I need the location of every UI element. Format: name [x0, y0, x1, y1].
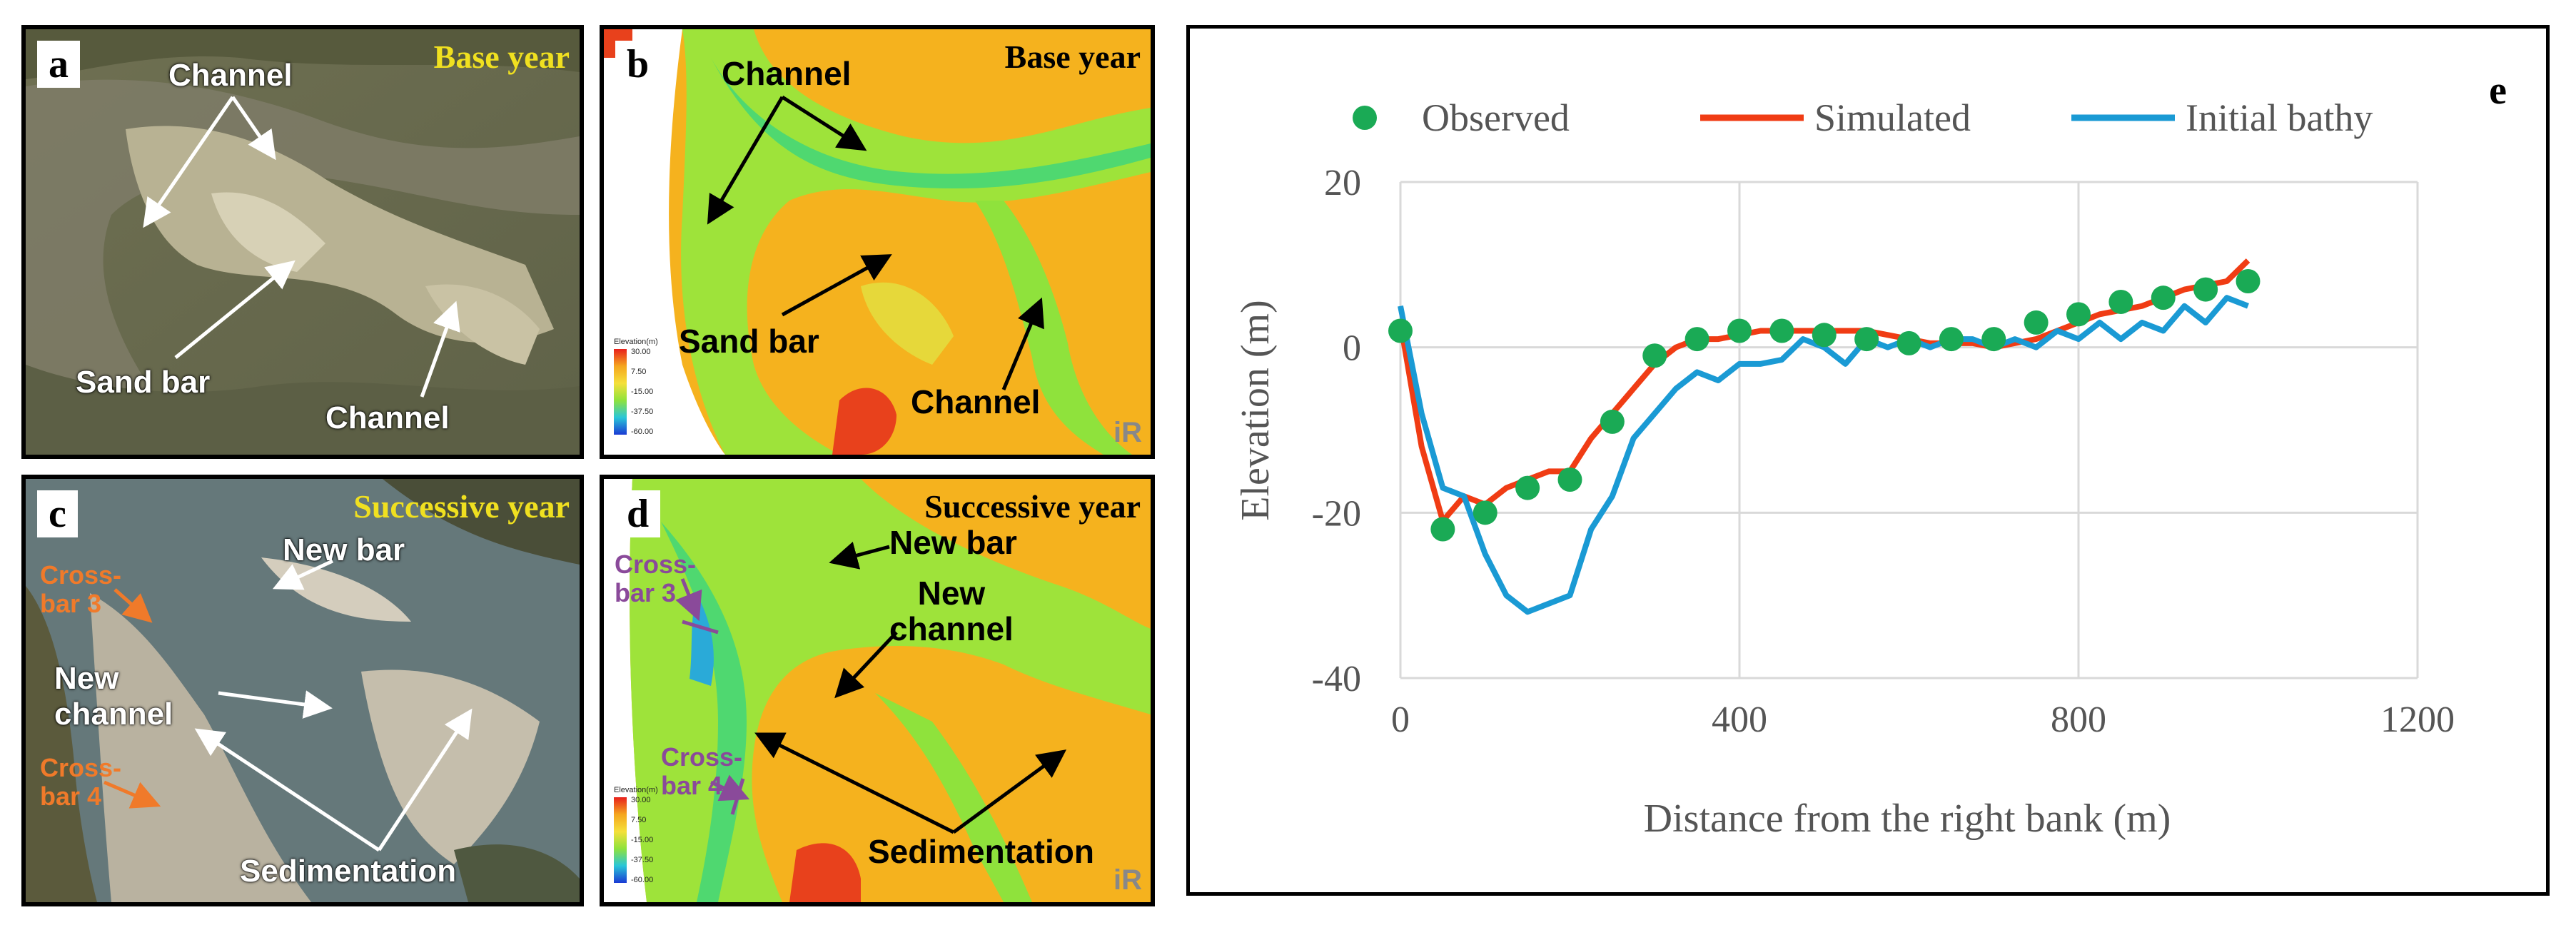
- y-tick-label: -20: [1312, 493, 1361, 534]
- legend-label-simulated: Simulated: [1814, 96, 1971, 139]
- annotation-channel-top-b: Channel: [722, 55, 852, 92]
- iric-logo: iR: [1113, 417, 1142, 448]
- annotation-new-channel-c: New channel: [54, 661, 173, 732]
- data-point-observed: [1981, 327, 2006, 352]
- data-point-observed: [2108, 289, 2133, 314]
- elevation-tick: -60.00: [631, 876, 654, 884]
- annotation-new-channel-d: New channel: [889, 575, 1014, 647]
- data-point-observed: [1684, 327, 1709, 352]
- panel-e: 0 400 800 1200 20 0 -20 -40 Observed Simulated In…: [1186, 25, 2550, 896]
- x-tick-label: 0: [1391, 699, 1410, 740]
- elevation-legend-title: Elevation(m): [614, 338, 658, 346]
- annotation-sand-bar: Sand bar: [76, 365, 211, 400]
- panel-b: b Base year Channel Sand bar Channel Ele…: [600, 25, 1155, 459]
- data-point-observed: [1515, 475, 1540, 500]
- elevation-legend-title: Elevation(m): [614, 786, 658, 794]
- panel-title-a: Base year: [433, 39, 570, 75]
- panel-d: d Successive year New bar Cross-bar 3 Ne…: [600, 475, 1155, 906]
- data-point-observed: [1388, 318, 1413, 343]
- annotation-sand-bar-b: Sand bar: [679, 323, 819, 360]
- data-point-observed: [1473, 500, 1497, 525]
- elevation-profile-chart: 0 400 800 1200 20 0 -20 -40 Observed Simulated In…: [1233, 69, 2507, 841]
- legend-label-initial-bathy: Initial bathy: [2186, 96, 2373, 139]
- data-point-observed: [1642, 343, 1667, 368]
- panel-title-d: Successive year: [924, 488, 1141, 525]
- data-point-observed: [1939, 327, 1964, 352]
- elevation-tick: 7.50: [631, 368, 647, 376]
- annotation-new-bar-d: New bar: [889, 524, 1017, 561]
- annotation-channel-top: Channel: [168, 58, 293, 93]
- data-point-observed: [2066, 302, 2091, 327]
- panel-label-b: b: [615, 41, 661, 88]
- data-point-observed: [1557, 468, 1582, 492]
- elevation-tick: 30.00: [631, 796, 651, 804]
- annotation-cross-bar-3-d: Cross-bar 3: [615, 550, 697, 607]
- y-axis-title: Elevation (m): [1233, 300, 1278, 520]
- annotation-new-bar-c: New bar: [283, 532, 405, 567]
- data-point-observed: [1727, 318, 1752, 343]
- panel-title-c: Successive year: [353, 488, 570, 525]
- annotation-sedimentation-d: Sedimentation: [868, 833, 1094, 870]
- annotation-cross-bar-4-d: Cross-bar 4: [661, 742, 743, 800]
- x-tick-label: 1200: [2380, 699, 2455, 740]
- elevation-tick: -60.00: [631, 428, 654, 436]
- legend-label-observed: Observed: [1422, 96, 1570, 139]
- y-tick-label: -40: [1312, 659, 1361, 699]
- axes: 0 400 800 1200 20 0 -20 -40: [1312, 163, 2455, 740]
- data-point-observed: [2236, 269, 2261, 293]
- data-point-observed: [1854, 327, 1879, 352]
- data-point-observed: [2151, 285, 2176, 310]
- elevation-tick: 7.50: [631, 816, 647, 824]
- elevation-tick: 30.00: [631, 348, 651, 356]
- panel-label-c: c: [37, 490, 78, 537]
- series-line-initial-bathy: [1398, 295, 2249, 615]
- data-point-observed: [1769, 318, 1794, 343]
- annotation-channel-bottom: Channel: [325, 400, 450, 435]
- annotation-cross-bar-3-c: Cross-bar 3: [40, 560, 122, 618]
- annotation-sedimentation-c: Sedimentation: [240, 854, 457, 889]
- series: [1388, 258, 2261, 615]
- x-tick-label: 400: [1712, 699, 1767, 740]
- x-tick-label: 800: [2051, 699, 2106, 740]
- legend: Observed Simulated Initial bathy: [1353, 96, 2373, 139]
- legend-marker-observed: [1353, 106, 1377, 130]
- elevation-tick: -37.50: [631, 408, 654, 416]
- model-elevation-map-base-year: [604, 29, 1151, 455]
- data-point-observed: [1430, 517, 1455, 542]
- elevation-tick: -15.00: [631, 836, 654, 844]
- elevation-tick: -37.50: [631, 856, 654, 864]
- panel-a: a Base year Channel Sand bar Channel: [21, 25, 584, 459]
- y-tick-label: 20: [1324, 163, 1361, 203]
- annotation-cross-bar-4-c: Cross-bar 4: [40, 753, 122, 811]
- panel-label-e: e: [2489, 69, 2507, 113]
- panel-title-b: Base year: [1004, 39, 1141, 75]
- elevation-colorbar: [614, 797, 627, 883]
- elevation-tick: -15.00: [631, 388, 654, 396]
- iric-logo: iR: [1113, 864, 1142, 896]
- elevation-colorbar: [614, 349, 627, 435]
- data-point-observed: [2024, 310, 2049, 335]
- data-point-observed: [2193, 277, 2218, 302]
- panel-label-a: a: [37, 41, 80, 88]
- y-tick-label: 0: [1343, 328, 1361, 369]
- data-point-observed: [1896, 330, 1921, 355]
- data-point-observed: [1600, 409, 1625, 434]
- panel-label-d: d: [615, 490, 661, 537]
- panel-c: c Successive year New bar Cross-bar 3 Ne…: [21, 475, 584, 906]
- data-point-observed: [1812, 323, 1837, 348]
- x-axis-title: Distance from the right bank (m): [1644, 797, 2171, 841]
- annotation-channel-bottom-b: Channel: [911, 383, 1041, 420]
